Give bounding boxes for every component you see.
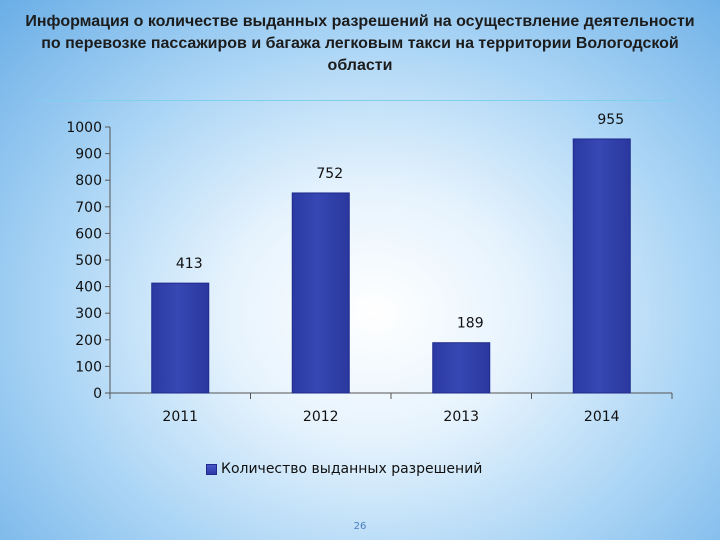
data-label: 955 bbox=[597, 112, 624, 128]
bar-2013 bbox=[432, 342, 491, 394]
y-tick-label: 0 bbox=[93, 386, 102, 402]
bar-2014 bbox=[572, 138, 631, 394]
chart-legend: Количество выданных разрешений bbox=[206, 461, 482, 477]
data-label: 752 bbox=[316, 166, 343, 182]
title-divider bbox=[36, 100, 676, 101]
x-tick-label: 2012 bbox=[303, 409, 339, 425]
y-tick-label: 200 bbox=[75, 333, 102, 349]
y-tick-label: 300 bbox=[75, 306, 102, 322]
y-tick-label: 400 bbox=[75, 280, 102, 296]
legend-swatch bbox=[206, 463, 217, 475]
chart-title: Информация о количестве выданных разреше… bbox=[25, 13, 695, 74]
y-tick-label: 900 bbox=[75, 147, 102, 163]
y-tick-label: 500 bbox=[75, 253, 102, 269]
bar-2011 bbox=[151, 282, 210, 394]
data-label: 413 bbox=[176, 256, 203, 272]
y-tick-label: 800 bbox=[75, 173, 102, 189]
x-tick-label: 2014 bbox=[584, 409, 620, 425]
x-tick-label: 2013 bbox=[443, 409, 479, 425]
y-tick-label: 600 bbox=[75, 226, 102, 242]
y-tick-label: 100 bbox=[75, 359, 102, 375]
y-tick-label: 1000 bbox=[66, 120, 102, 136]
x-tick-label: 2011 bbox=[162, 409, 198, 425]
y-tick-label: 700 bbox=[75, 200, 102, 216]
bar-2012 bbox=[291, 192, 350, 394]
legend-label: Количество выданных разрешений bbox=[221, 461, 483, 477]
page-number: 26 bbox=[353, 521, 367, 532]
data-label: 189 bbox=[457, 316, 484, 332]
